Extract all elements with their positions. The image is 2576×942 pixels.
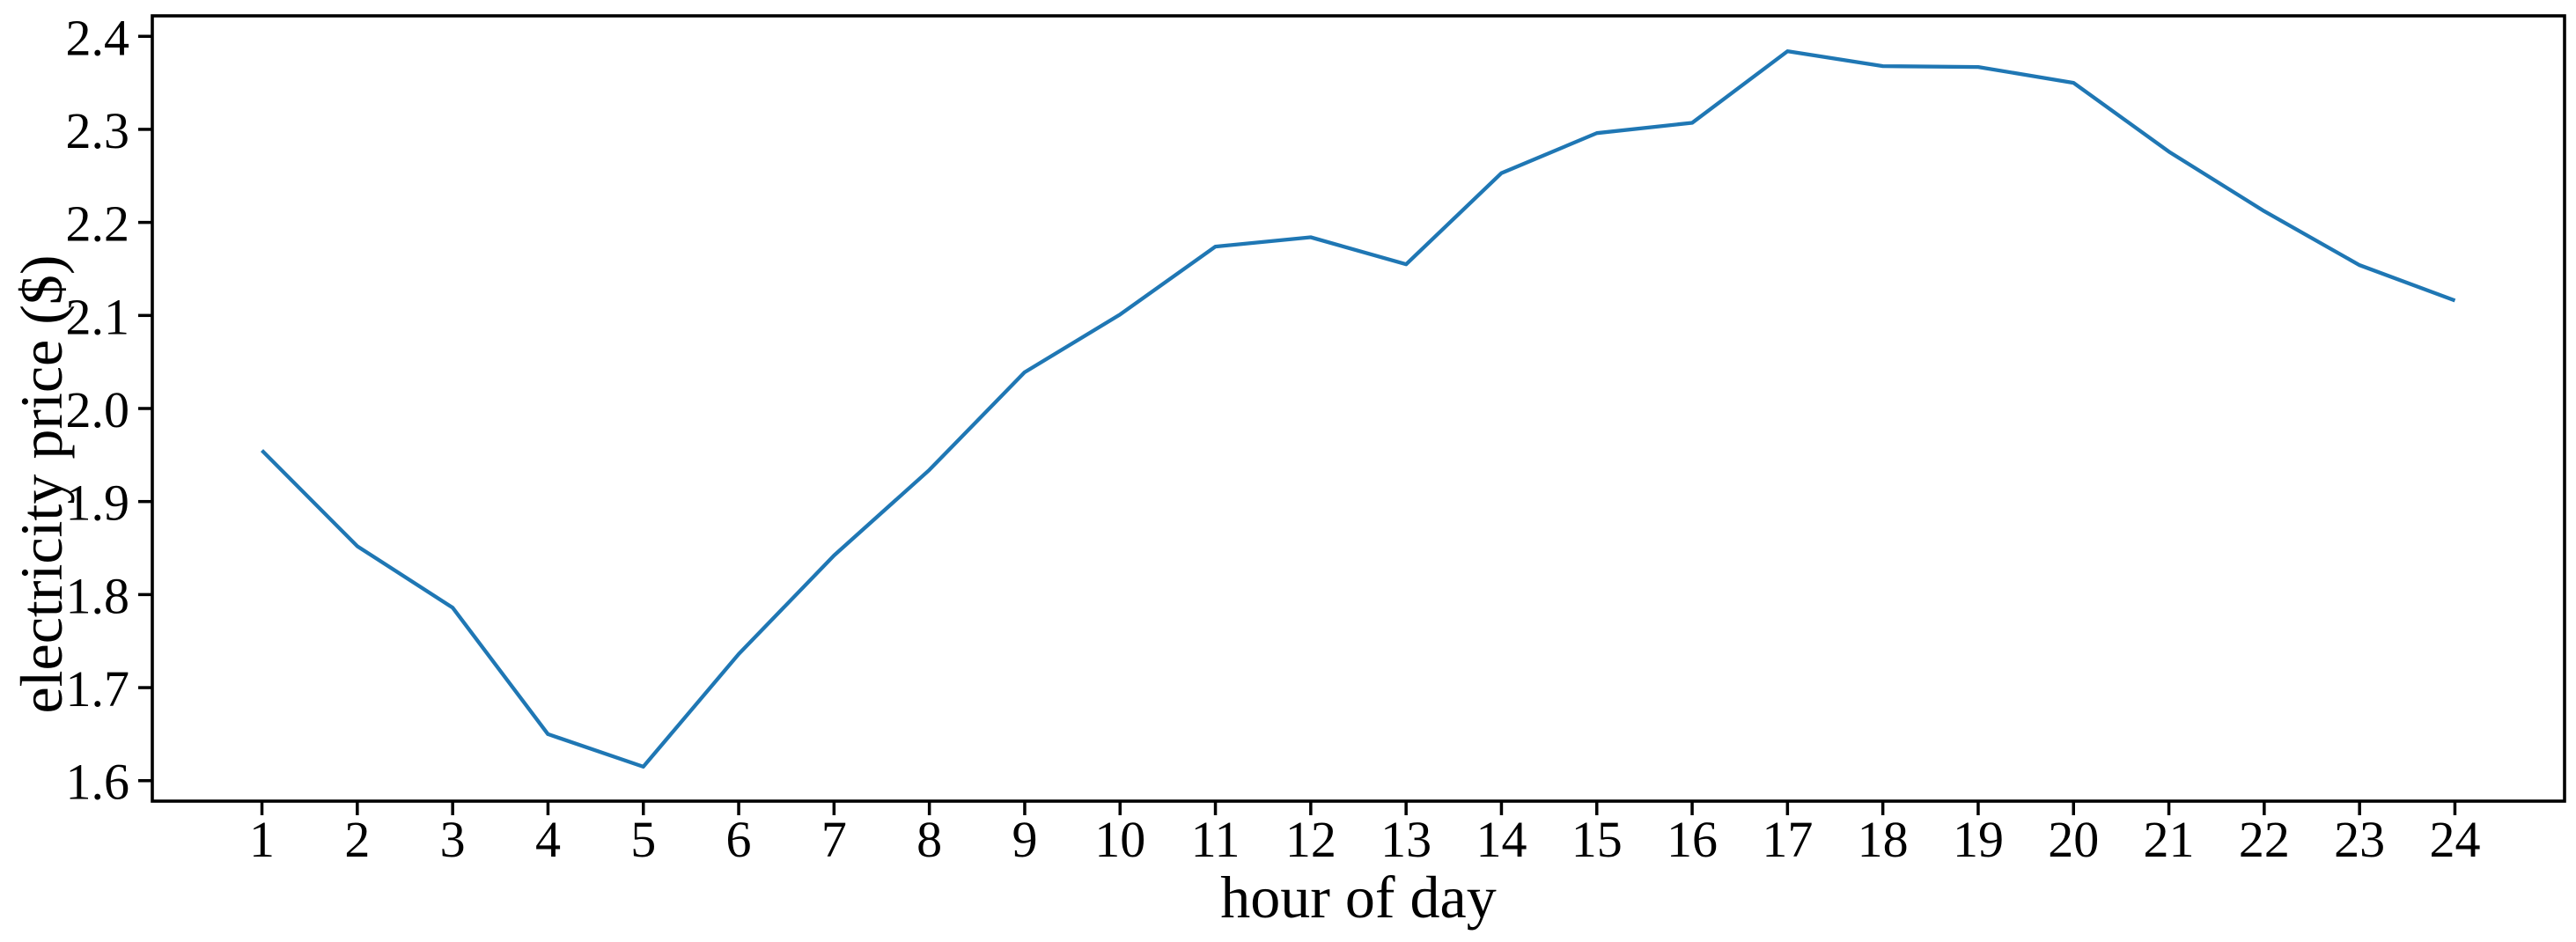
y-tick-label: 1.7 <box>66 660 130 718</box>
x-axis-title: hour of day <box>1220 864 1496 931</box>
y-tick-label: 2.4 <box>66 9 130 66</box>
x-tick-label: 15 <box>1571 811 1623 868</box>
x-tick-label: 2 <box>344 811 370 868</box>
x-tick-label: 18 <box>1858 811 1909 868</box>
x-tick-label: 1 <box>249 811 275 868</box>
plot-border <box>151 14 2566 803</box>
x-tick-label: 23 <box>2334 811 2385 868</box>
x-tick-label: 8 <box>916 811 942 868</box>
y-axis-ticks: 1.6 1.7 1.8 1.9 2.0 2.1 2.2 2.3 2.4 <box>66 9 152 811</box>
x-axis-ticks: 1 2 3 4 5 6 7 8 9 10 11 12 13 14 15 16 17 18 19 20 21 22 23 24 <box>249 801 2480 868</box>
y-tick-label: 2.2 <box>66 195 130 253</box>
y-tick-label: 2.1 <box>66 288 130 345</box>
x-tick-label: 21 <box>2144 811 2195 868</box>
x-tick-label: 6 <box>726 811 752 868</box>
x-tick-label: 14 <box>1476 811 1527 868</box>
x-tick-label: 7 <box>821 811 847 868</box>
x-tick-label: 11 <box>1191 811 1240 868</box>
x-tick-label: 5 <box>630 811 656 868</box>
y-tick-label: 1.8 <box>66 567 130 624</box>
x-tick-label: 3 <box>440 811 466 868</box>
x-tick-label: 12 <box>1285 811 1336 868</box>
x-tick-label: 10 <box>1094 811 1145 868</box>
y-tick-label: 2.0 <box>66 381 130 438</box>
x-tick-label: 19 <box>1953 811 2004 868</box>
price-line-series <box>260 49 2456 769</box>
x-tick-label: 9 <box>1012 811 1037 868</box>
y-tick-label: 2.3 <box>66 102 130 159</box>
y-tick-label: 1.6 <box>66 754 130 811</box>
x-tick-label: 17 <box>1762 811 1813 868</box>
y-axis-title: electricity price ($) <box>8 254 75 713</box>
x-tick-label: 24 <box>2429 811 2480 868</box>
x-tick-label: 16 <box>1667 811 1718 868</box>
x-tick-label: 13 <box>1380 811 1432 868</box>
x-tick-label: 4 <box>535 811 561 868</box>
x-tick-label: 22 <box>2239 811 2290 868</box>
x-tick-label: 20 <box>2048 811 2099 868</box>
y-tick-label: 1.9 <box>66 475 130 532</box>
